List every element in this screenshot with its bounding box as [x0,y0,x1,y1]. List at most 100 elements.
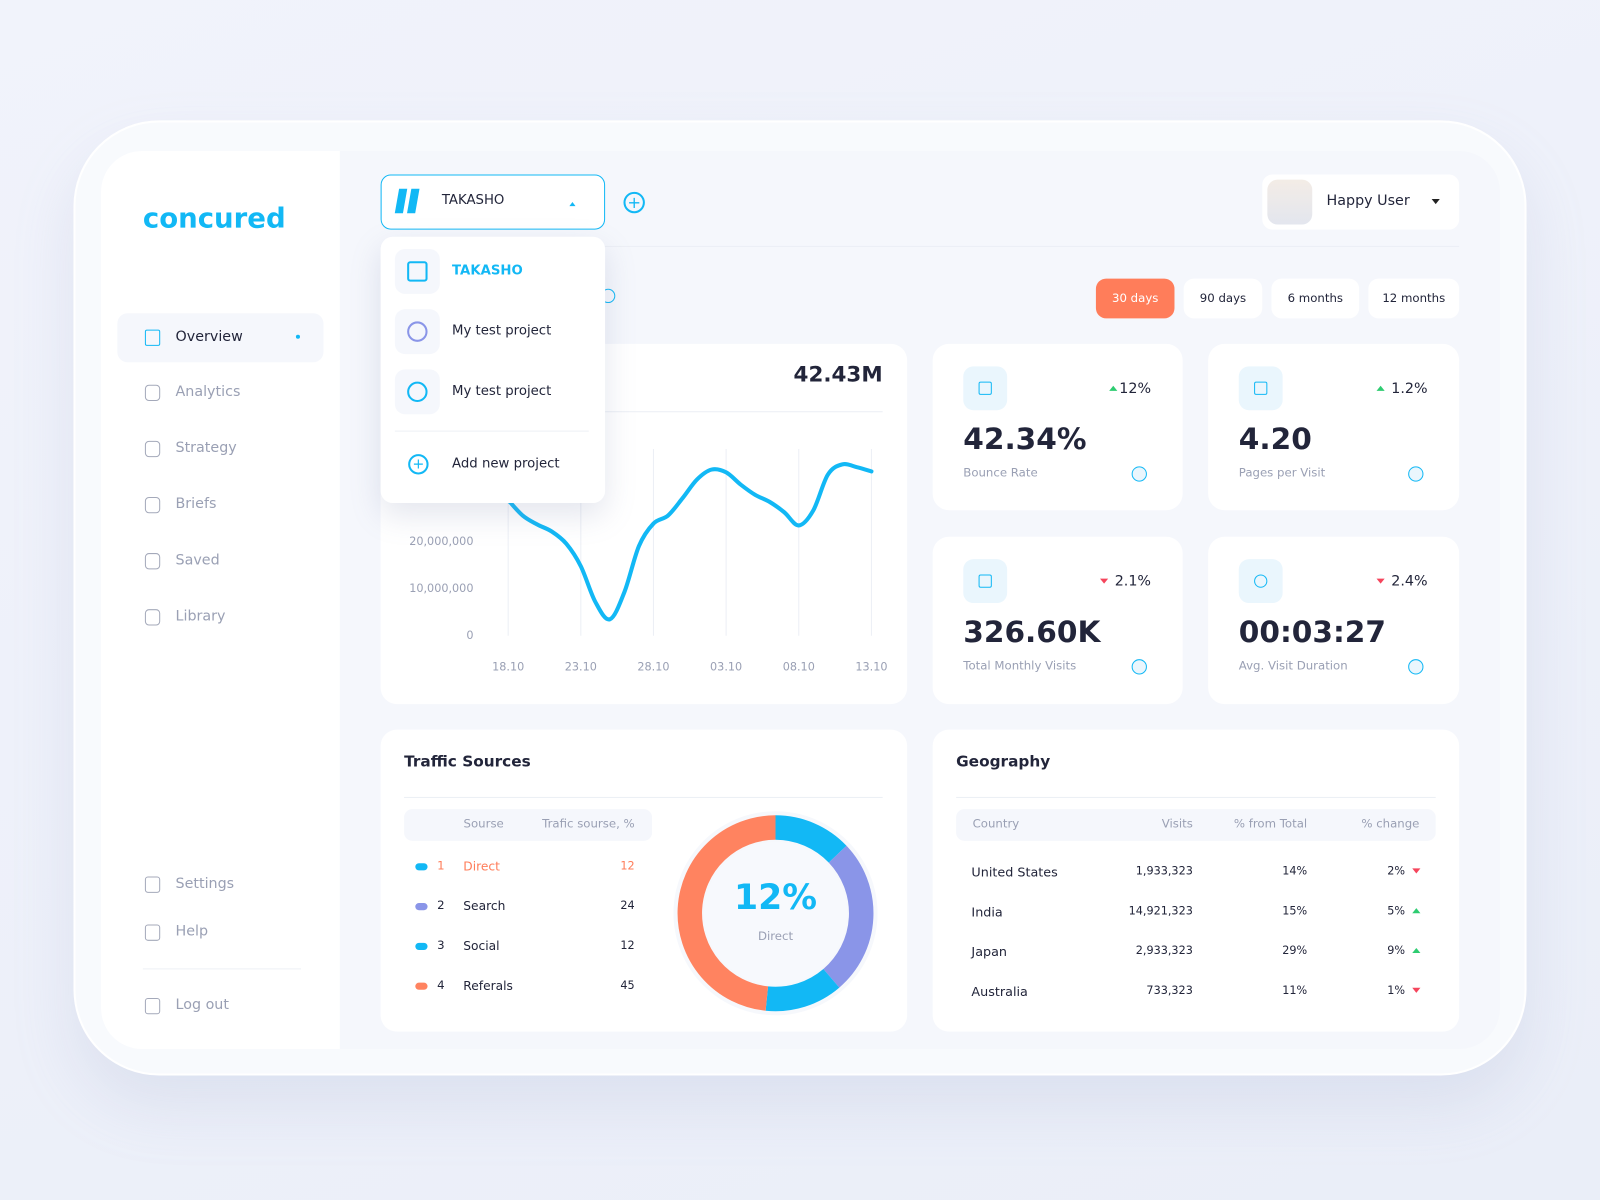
nav-icon [144,997,161,1015]
header-divider [380,245,1460,247]
geo-cell: Japan [971,943,1008,959]
donut-segment [677,815,776,1011]
geo-cell: 11% [1282,984,1308,998]
nav-item[interactable]: Saved [175,551,220,568]
nav-active-bg [117,313,324,363]
nav-icon [144,924,161,941]
source-share: 12 [620,939,635,953]
project-option[interactable]: My test project [452,323,552,339]
table-header-bg [956,809,1436,841]
nav-icon [144,553,161,570]
geo-cell: 2,933,323 [1135,944,1193,958]
legend-swatch [415,863,428,871]
nav-icon [144,329,161,346]
nav-item[interactable]: Log out [175,996,229,1013]
nav-item[interactable]: Library [175,607,226,625]
user-caret [1431,198,1440,208]
chart-total: 42.43M [793,362,883,388]
nav-icon [144,440,161,458]
kpi-trend-arrow [1376,578,1385,584]
kpi-value: 326.60K [963,613,1101,649]
add-project[interactable]: Add new project [452,456,560,472]
geo-trend-arrow [1412,908,1421,914]
nav-item[interactable]: Strategy [175,439,237,456]
period-button[interactable]: 90 days [1183,278,1263,319]
project-option[interactable]: My test project [452,383,552,400]
kpi-value: 4.20 [1238,421,1312,456]
kpi-help[interactable] [1408,659,1424,675]
geo-divider [956,796,1436,798]
nav-icon [144,609,161,626]
source-rank: 3 [437,937,445,953]
add-project-button[interactable]: + [623,191,645,214]
kpi-help[interactable] [1408,466,1424,482]
table-header: Visits [1161,816,1193,831]
kpi-change: 1.2% [1391,380,1428,397]
y-tick-label: 0 [466,628,474,643]
nav-icon [144,496,161,514]
geo-cell: 2% [1387,864,1406,878]
donut-segment [823,845,874,988]
card-title: Geography [956,752,1051,771]
avatar [1267,179,1313,225]
geography-card [932,729,1460,1032]
geo-cell: Australia [971,983,1028,999]
nav-item[interactable]: Analytics [175,383,241,400]
nav-item[interactable]: Settings [175,875,235,892]
geo-cell: India [971,903,1003,919]
geo-cell: 14% [1282,864,1308,878]
period-button[interactable]: 30 days [1095,278,1175,319]
donut-segment [775,815,847,863]
source-share: 45 [620,978,635,993]
project-name: TAKASHO [441,193,505,209]
x-tick-label: 28.10 [637,660,670,674]
period-button[interactable]: 6 months [1271,278,1360,319]
nav-item[interactable]: Help [175,923,209,940]
geo-cell: 733,323 [1146,984,1193,998]
kpi-help[interactable] [1131,659,1147,675]
source-share: 12 [620,859,635,873]
source-share: 24 [620,899,635,913]
nav-item[interactable]: Briefs [175,495,217,512]
kpi-label: Total Monthly Visits [963,658,1077,673]
legend-swatch [415,942,428,950]
active-dot [295,334,300,339]
project-select[interactable] [380,174,606,230]
geo-cell: 1,933,323 [1135,864,1193,878]
geo-cell: 5% [1387,904,1406,918]
source-name: Referals [463,978,513,993]
kpi-icon-glyph [978,381,992,395]
kpi-value: 42.34% [963,421,1087,456]
table-header: Trafic sourse, % [542,816,635,831]
sidebar [101,151,340,1049]
geo-cell: 9% [1387,944,1406,958]
donut-center [704,841,847,985]
source-name: Social [463,938,500,953]
kpi-label: Pages per Visit [1238,465,1326,480]
sidebar-divider [142,968,302,970]
period-button[interactable]: 12 months [1368,278,1460,319]
geo-cell: 1% [1387,984,1406,998]
y-tick-label: 20,000,000 [409,535,474,549]
geo-cell: 29% [1282,944,1308,958]
project-icon-glyph [407,321,428,342]
kpi-icon [963,366,1008,411]
select-caret [569,199,576,207]
kpi-label: Avg. Visit Duration [1238,658,1348,673]
geo-cell: 14,921,323 [1128,904,1193,918]
table-header-bg [404,809,653,841]
kpi-icon-glyph [978,574,992,588]
kpi-help[interactable] [1131,466,1147,482]
project-option[interactable]: TAKASHO [452,263,523,279]
legend-swatch [415,903,428,911]
nav-item[interactable]: Overview [175,328,243,345]
menu-divider [394,430,589,432]
user-name[interactable]: Happy User [1326,192,1410,209]
project-menu: TAKASHO My test project My test project + Ad… [380,236,606,504]
geo-trend-arrow [1412,987,1421,993]
kpi-trend-arrow [1099,578,1109,584]
source-rank: 4 [437,977,445,992]
geo-trend-arrow [1412,868,1421,874]
